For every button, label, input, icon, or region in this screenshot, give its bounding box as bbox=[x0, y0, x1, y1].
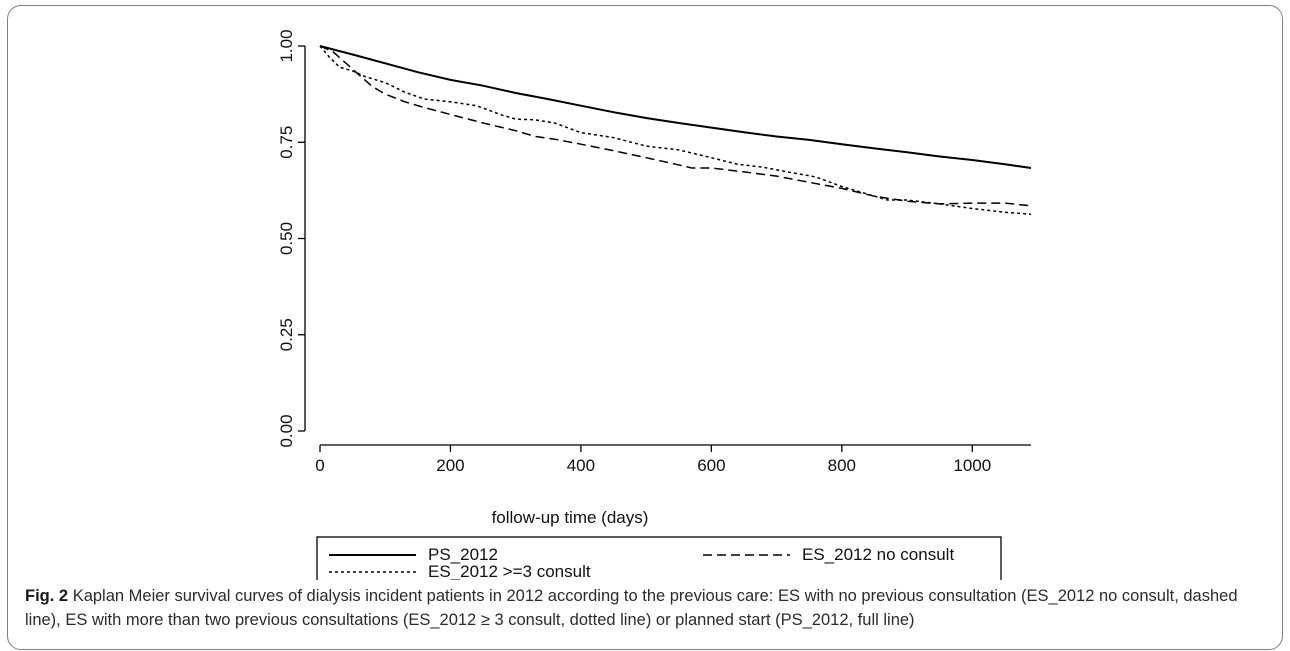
x-tick-label: 400 bbox=[567, 456, 595, 475]
series-line-es-2012-no-consult bbox=[319, 45, 1032, 207]
y-tick-label: 0.25 bbox=[277, 318, 296, 351]
figure-frame bbox=[7, 5, 1283, 650]
legend-label: PS_2012 bbox=[428, 545, 498, 564]
y-tick-label: 1.00 bbox=[277, 29, 296, 62]
y-tick-label: 0.00 bbox=[277, 414, 296, 447]
legend-box bbox=[316, 536, 1002, 580]
x-tick-label: 1000 bbox=[953, 456, 991, 475]
y-tick-label: 0.50 bbox=[277, 222, 296, 255]
caption-text: Kaplan Meier survival curves of dialysis… bbox=[25, 587, 1238, 629]
x-tick-label: 600 bbox=[697, 456, 725, 475]
axes: 0 200 400 600 800 1000 0.00 0.25 0.50 0.75 1.00 bbox=[277, 29, 1031, 475]
series-line-ps-2012 bbox=[319, 45, 1032, 169]
figure-caption: Fig. 2 Kaplan Meier survival curves of d… bbox=[25, 584, 1270, 632]
x-axis-label: follow-up time (days) bbox=[492, 508, 649, 527]
legend-label: ES_2012 no consult bbox=[802, 545, 954, 564]
legend: PS_2012 ES_2012 no consult ES_2012 >=3 con… bbox=[316, 536, 1002, 580]
series-line-es-2012-3-consult bbox=[319, 45, 1032, 215]
x-tick-label: 800 bbox=[828, 456, 856, 475]
caption-label: Fig. 2 bbox=[25, 587, 69, 605]
legend-label: ES_2012 >=3 consult bbox=[428, 562, 591, 580]
x-tick-label: 200 bbox=[436, 456, 464, 475]
plot-lines bbox=[319, 45, 1032, 215]
survival-chart: 0 200 400 600 800 1000 0.00 0.25 0.50 0.75 1.00 fo… bbox=[277, 29, 1032, 580]
x-tick-label: 0 bbox=[315, 456, 324, 475]
y-tick-label: 0.75 bbox=[277, 126, 296, 159]
